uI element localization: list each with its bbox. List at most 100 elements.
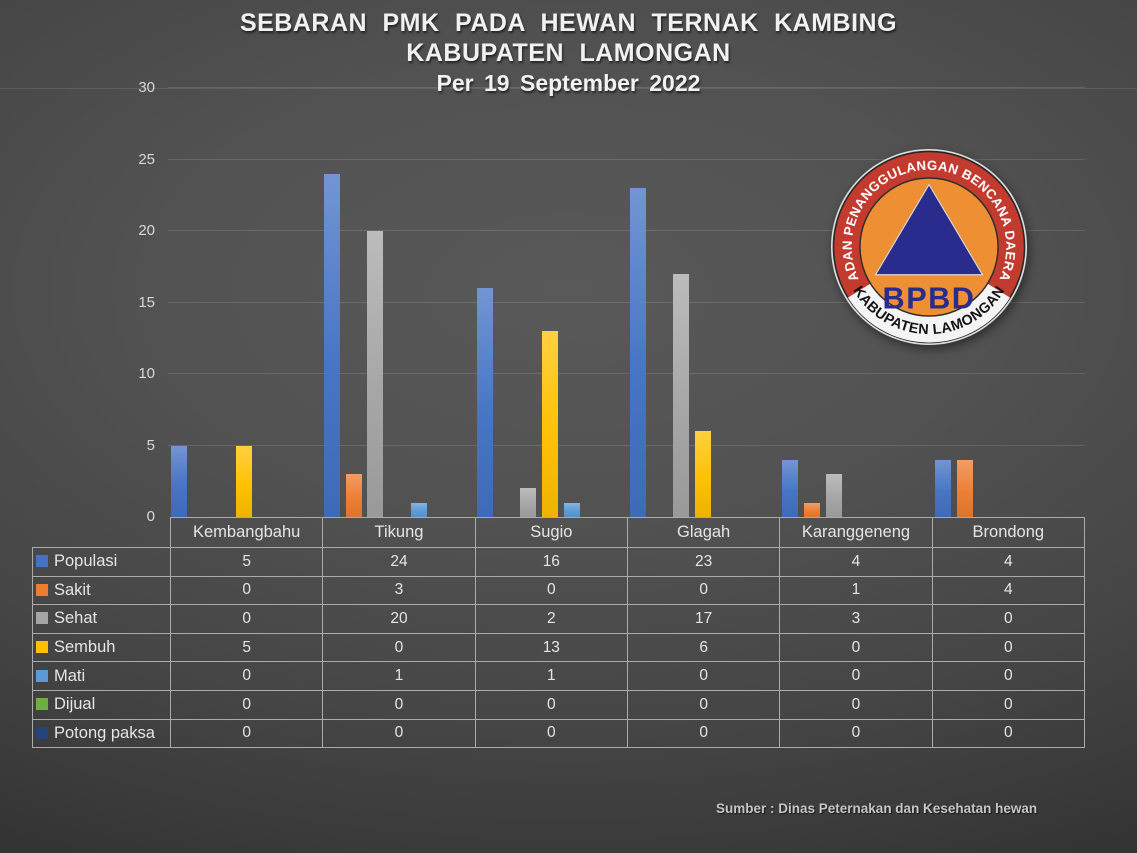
y-tick-label-0: 0 <box>146 508 155 525</box>
value-sembuh-sugio: 13 <box>474 632 628 663</box>
y-tick-label-10: 10 <box>138 365 155 382</box>
value-sehat-karanggeneng: 3 <box>779 604 933 634</box>
bar-slot-sembuh-sugio <box>539 88 561 517</box>
bar-slot-dijual-tikung <box>430 88 452 517</box>
table-row-populasi: Populasi 5 24 16 23 4 4 <box>32 547 1086 577</box>
table-row-potong-paksa: Potong paksa 0 0 0 0 0 0 <box>32 718 1086 749</box>
bar-slot-sakit-glagah <box>648 88 670 517</box>
bar-slot-sembuh-tikung <box>386 88 408 517</box>
logo-bpbd-text: BPBD <box>883 280 976 315</box>
row-label-potong-paksa: Potong paksa <box>32 718 171 749</box>
value-sehat-kembangbahu: 0 <box>169 604 324 634</box>
logo-triangle <box>874 183 984 276</box>
bar-slot-dijual-sugio <box>583 88 605 517</box>
value-mati-karanggeneng: 0 <box>779 661 933 691</box>
value-potong-paksa-tikung: 0 <box>322 718 476 749</box>
legend-swatch-populasi <box>36 555 48 568</box>
value-sakit-karanggeneng: 1 <box>779 575 933 606</box>
value-sembuh-tikung: 0 <box>322 632 476 663</box>
series-name-dijual: Dijual <box>54 695 96 714</box>
bar-sehat-sugio <box>520 488 537 517</box>
value-potong-paksa-glagah: 0 <box>626 718 781 749</box>
series-name-potong-paksa: Potong paksa <box>54 723 155 742</box>
bar-slot-populasi-karanggeneng <box>779 88 801 517</box>
value-sakit-tikung: 3 <box>322 575 476 606</box>
legend-swatch-sakit <box>36 583 48 596</box>
bar-groups <box>168 88 1085 517</box>
gridline-y-15 <box>168 301 1085 303</box>
bar-slot-dijual-kembangbahu <box>277 88 299 517</box>
logo-white-band <box>847 283 1011 343</box>
y-tick-label-15: 15 <box>138 293 155 311</box>
bar-slot-potong-paksa-tikung <box>452 88 474 517</box>
y-tick-label-20: 20 <box>138 222 155 239</box>
legend-swatch-potong-paksa <box>36 726 48 739</box>
bar-slot-sembuh-glagah <box>692 88 714 517</box>
bar-sembuh-sugio <box>542 331 559 517</box>
value-sakit-sugio: 0 <box>474 575 628 606</box>
value-sehat-brondong: 0 <box>931 604 1086 634</box>
table-row-mati: Mati 0 1 1 0 0 0 <box>32 661 1086 691</box>
value-mati-glagah: 0 <box>626 661 781 691</box>
bpbd-logo: BADAN PENANGGULANGAN BENCANA DAERAH KABU… <box>830 148 1028 346</box>
legend-swatch-mati <box>36 669 48 682</box>
title-line-1: SEBARAN PMK PADA HEWAN TERNAK KAMBING <box>239 9 898 37</box>
bar-slot-mati-tikung <box>408 88 430 517</box>
bar-group-kembangbahu <box>168 88 321 517</box>
value-mati-brondong: 0 <box>931 661 1086 691</box>
row-label-dijual: Dijual <box>32 689 171 720</box>
row-label-populasi: Populasi <box>32 547 171 577</box>
bar-mati-tikung <box>411 502 428 517</box>
bar-group-brondong <box>932 88 1085 517</box>
bar-populasi-brondong <box>935 459 952 517</box>
title-line-3: Per 19 September 2022 <box>436 70 701 96</box>
bar-slot-populasi-brondong <box>932 88 954 517</box>
table-header-row: Kembangbahu Tikung Sugio Glagah Karanggeneng… <box>33 517 1086 548</box>
value-populasi-brondong: 4 <box>931 547 1086 577</box>
value-populasi-glagah: 23 <box>626 547 781 577</box>
y-axis: 0 5 10 15 20 25 30 <box>95 79 155 525</box>
value-potong-paksa-kembangbahu: 0 <box>169 718 324 749</box>
y-tick-label-25: 25 <box>138 150 155 168</box>
row-label-sehat: Sehat <box>32 604 171 634</box>
series-name-populasi: Populasi <box>54 552 118 571</box>
bar-sehat-glagah <box>673 273 690 517</box>
value-populasi-tikung: 24 <box>322 547 476 577</box>
value-dijual-sugio: 0 <box>474 689 628 720</box>
value-sehat-sugio: 2 <box>474 604 628 634</box>
table-row-sakit: Sakit 0 3 0 0 1 4 <box>32 575 1086 606</box>
series-name-sakit: Sakit <box>54 580 91 599</box>
bar-sehat-tikung <box>367 231 384 517</box>
table-row-sehat: Sehat 0 20 2 17 3 0 <box>32 604 1086 634</box>
value-populasi-sugio: 16 <box>474 547 628 577</box>
bar-slot-potong-paksa-glagah <box>757 88 779 517</box>
column-header-karanggeneng: Karanggeneng <box>779 517 933 548</box>
chart-title: SEBARAN PMK PADA HEWAN TERNAK KAMBING KA… <box>0 8 1137 99</box>
bar-group-sugio <box>474 88 627 517</box>
bar-sakit-karanggeneng <box>804 502 821 517</box>
bar-slot-sakit-tikung <box>343 88 365 517</box>
bar-populasi-tikung <box>323 173 340 517</box>
series-name-mati: Mati <box>54 666 86 685</box>
title-line-2: KABUPATEN LAMONGAN <box>406 39 731 67</box>
bar-slot-sehat-karanggeneng <box>823 88 845 517</box>
value-sakit-glagah: 0 <box>626 575 781 606</box>
value-mati-sugio: 1 <box>474 661 628 691</box>
value-dijual-kembangbahu: 0 <box>169 689 324 720</box>
value-sehat-tikung: 20 <box>322 604 476 634</box>
bar-slot-populasi-kembangbahu <box>168 88 190 517</box>
bar-slot-sehat-tikung <box>365 88 387 517</box>
bar-slot-sehat-kembangbahu <box>212 88 234 517</box>
value-sembuh-kembangbahu: 5 <box>169 632 324 663</box>
gridline-y-30 <box>168 87 1085 88</box>
legend-swatch-sembuh <box>36 641 48 654</box>
bar-mati-sugio <box>563 502 580 517</box>
column-header-sugio: Sugio <box>474 517 628 548</box>
background-seam <box>0 88 1137 89</box>
value-dijual-tikung: 0 <box>322 689 476 720</box>
chart-data-table: Kembangbahu Tikung Sugio Glagah Karanggeneng… <box>32 517 1086 749</box>
y-tick-label-5: 5 <box>146 436 155 454</box>
bar-group-tikung <box>321 88 474 517</box>
bar-slot-sakit-kembangbahu <box>190 88 212 517</box>
bar-populasi-glagah <box>629 188 646 517</box>
